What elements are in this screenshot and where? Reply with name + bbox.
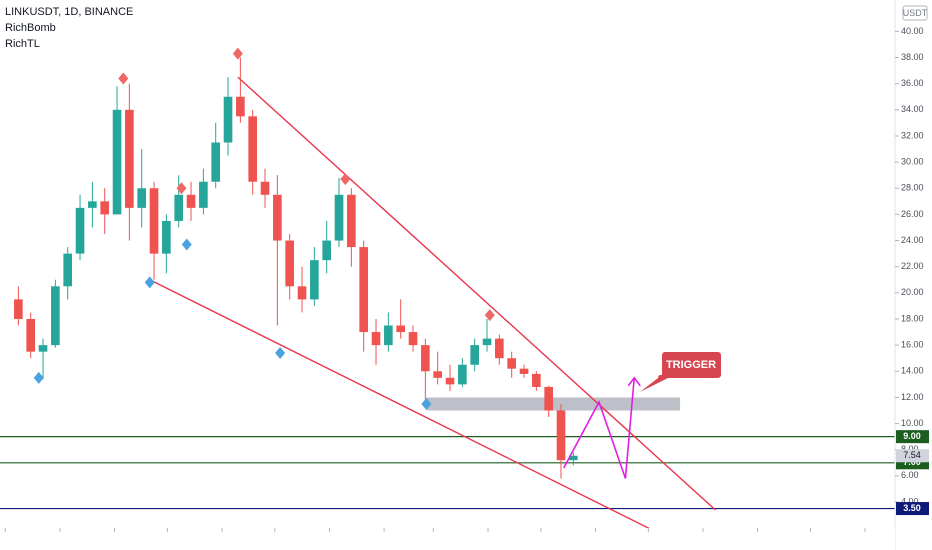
marker xyxy=(118,72,129,85)
candle-body xyxy=(223,96,233,143)
y-tick-label: 22.00 xyxy=(901,261,924,271)
candle-body xyxy=(26,318,36,352)
candle-body xyxy=(88,201,97,208)
level-tag xyxy=(896,502,929,516)
candle-body xyxy=(174,194,184,221)
candle-body xyxy=(51,286,60,346)
last-price-tag xyxy=(896,449,929,463)
marker xyxy=(421,397,432,410)
candle-body xyxy=(371,332,381,346)
y-tick-label: 8.00 xyxy=(901,444,919,454)
candle-body xyxy=(347,194,356,248)
marker xyxy=(181,238,192,251)
candle-body xyxy=(38,345,48,352)
candle-body xyxy=(396,325,406,333)
candle-body xyxy=(433,371,443,378)
arrow-head xyxy=(627,376,641,387)
candle-body xyxy=(137,188,147,208)
trendline xyxy=(149,279,691,550)
candle-body xyxy=(125,109,134,208)
marker xyxy=(33,371,44,384)
level-label: 3.50 xyxy=(903,503,921,513)
annotation: TRIGGER xyxy=(666,359,716,371)
candle-body xyxy=(322,240,332,261)
plot xyxy=(0,47,895,550)
y-tick-label: 32.00 xyxy=(901,130,924,140)
level-tag xyxy=(896,430,929,444)
candle-body xyxy=(445,377,455,385)
candle-body xyxy=(260,181,270,195)
y-tick-label: 18.00 xyxy=(901,313,924,323)
y-tick-label: 24.00 xyxy=(901,235,924,245)
candle-body xyxy=(186,194,196,208)
marker xyxy=(275,346,286,359)
y-tick-label: 38.00 xyxy=(901,52,924,62)
y-tick-label: 34.00 xyxy=(901,104,924,114)
candle-body xyxy=(149,188,159,254)
y-tick-label: 6.00 xyxy=(901,470,919,480)
candle-body xyxy=(532,373,541,387)
marker xyxy=(484,309,495,322)
y-tick-label: 14.00 xyxy=(901,366,924,376)
y-tick-label: 10.00 xyxy=(901,418,924,428)
candle-body xyxy=(297,286,307,300)
candle-body xyxy=(334,194,344,241)
y-tick-label: 20.00 xyxy=(901,287,924,297)
candle-body xyxy=(544,386,553,411)
candle-body xyxy=(310,260,319,300)
time-axis xyxy=(0,528,895,550)
candle-body xyxy=(14,299,23,319)
y-tick-label: 12.00 xyxy=(901,392,924,402)
candle-body xyxy=(112,109,122,215)
candle-body xyxy=(236,96,245,117)
currency-box[interactable] xyxy=(902,5,928,21)
candle-body xyxy=(384,325,393,346)
candle-body xyxy=(100,201,110,215)
candle-body xyxy=(495,338,504,359)
candle-body xyxy=(162,220,171,254)
y-tick-label: 36.00 xyxy=(901,78,924,88)
candle-body xyxy=(569,455,578,461)
candle-body xyxy=(408,332,418,346)
candle-body xyxy=(556,410,566,461)
candle-body xyxy=(248,116,258,182)
candle-body xyxy=(421,345,430,372)
y-tick-label: 40.00 xyxy=(901,26,924,36)
candle-body xyxy=(359,247,369,333)
indicator: RichBomb xyxy=(5,22,56,34)
y-tick-label: 28.00 xyxy=(901,183,924,193)
candle-body xyxy=(199,181,208,208)
candle-body xyxy=(507,358,516,369)
y-tick-label: 4.00 xyxy=(901,496,919,506)
projection xyxy=(563,377,636,479)
trendline xyxy=(237,76,716,511)
level-label: 9.00 xyxy=(903,431,921,441)
marker xyxy=(144,276,155,289)
marker xyxy=(340,173,351,186)
last-price-label: 7.54 xyxy=(903,450,921,460)
candle-body xyxy=(285,240,295,287)
candle-body xyxy=(273,194,282,241)
candle-body xyxy=(75,207,85,254)
candle-body xyxy=(211,142,221,182)
callout xyxy=(640,352,721,392)
candle-body xyxy=(63,253,73,287)
currency[interactable]: USDT xyxy=(903,8,928,18)
marker xyxy=(232,47,243,60)
marker xyxy=(176,182,187,195)
candle-body xyxy=(519,368,529,374)
zone xyxy=(426,397,681,411)
candle-body xyxy=(458,364,467,385)
indicator: RichTL xyxy=(5,38,40,50)
candle-body xyxy=(470,345,480,365)
y-tick-label: 16.00 xyxy=(901,340,924,350)
y-tick-label: 30.00 xyxy=(901,156,924,166)
candle-body xyxy=(482,338,492,346)
chart-title: LINKUSDT, 1D, BINANCE xyxy=(5,6,133,18)
y-tick-label: 26.00 xyxy=(901,209,924,219)
